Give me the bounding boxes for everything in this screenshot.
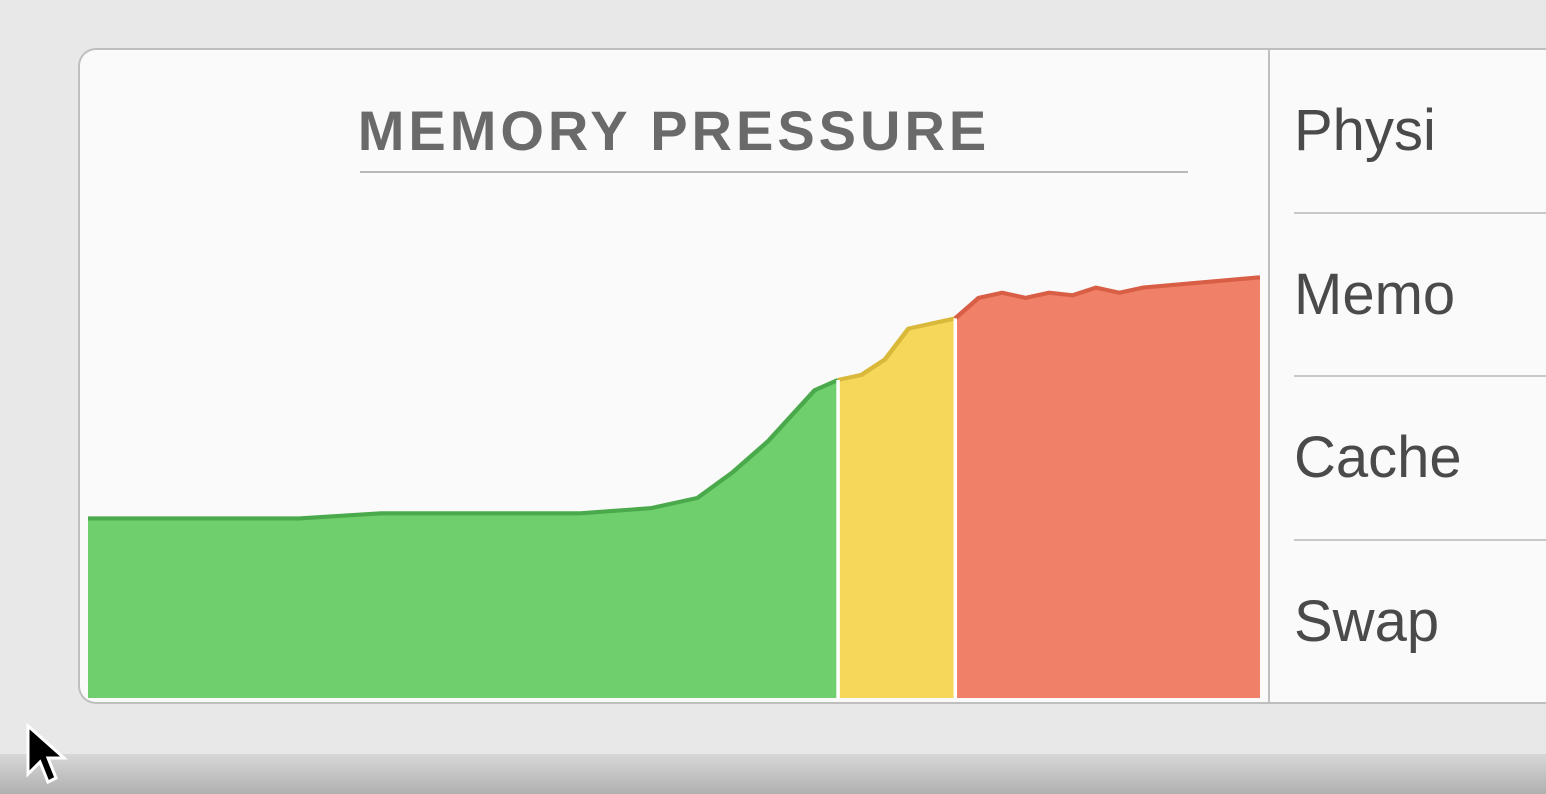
stats-panel: Physi Memo Cache Swap: [1270, 50, 1546, 702]
bottom-shadow: [0, 754, 1546, 794]
title-underline: [360, 171, 1188, 173]
stat-label: Physi: [1294, 97, 1436, 164]
chart-panel: MEMORY PRESSURE: [80, 50, 1270, 702]
stat-row-cached: Cache: [1294, 377, 1546, 541]
stat-row-swap: Swap: [1294, 541, 1546, 703]
memory-pressure-chart: [88, 185, 1260, 698]
stat-label: Memo: [1294, 261, 1455, 328]
stat-label: Swap: [1294, 588, 1439, 655]
stat-row-physical: Physi: [1294, 50, 1546, 214]
stat-label: Cache: [1294, 424, 1462, 491]
stat-row-memory: Memo: [1294, 214, 1546, 378]
chart-title: MEMORY PRESSURE: [80, 98, 1268, 163]
memory-pressure-panel: MEMORY PRESSURE Physi Memo Cache Swap: [78, 48, 1546, 704]
